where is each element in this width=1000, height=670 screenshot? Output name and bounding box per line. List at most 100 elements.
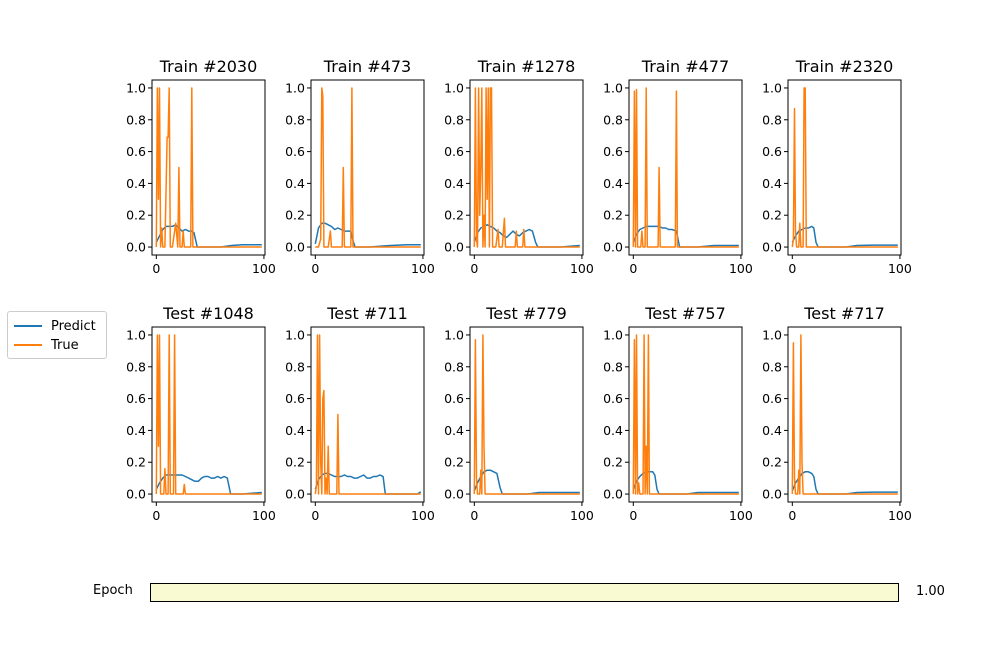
- panel-8-xtick-label: 100: [729, 508, 753, 523]
- panel-9-xtick-label: 100: [888, 508, 912, 523]
- legend-label-true: True: [51, 337, 79, 353]
- panel-4-ytick-label: 1.0: [762, 80, 782, 95]
- panel-1-ytick-label: 0.6: [285, 144, 305, 159]
- panel-3-ytick-label: 0.8: [603, 112, 623, 127]
- panel-3-ytick-label: 0.2: [603, 208, 623, 223]
- epoch-slider[interactable]: [150, 583, 899, 602]
- panel-2-axes-frame: [469, 79, 584, 256]
- panel-1-ytick-label: 0.2: [285, 208, 305, 223]
- panel-2-series-true-line: [473, 87, 580, 248]
- panel-8-ytick-label: 0.8: [603, 359, 623, 374]
- panel-7-ytick-label: 0.8: [444, 359, 464, 374]
- panel-1-ytick-label: 0.0: [285, 240, 305, 255]
- panel-0-xtick-label: 0: [152, 261, 160, 276]
- panel-0-ytick-label: 0.8: [126, 112, 146, 127]
- panel-6-title: Test #711: [326, 304, 408, 323]
- epoch-slider-value: 1.00: [916, 584, 945, 599]
- panel-2-xtick-label: 0: [470, 261, 478, 276]
- panel-3-series-predict-line: [632, 225, 739, 248]
- epoch-slider-label: Epoch: [93, 583, 133, 598]
- panel-5-ytick-label: 1.0: [126, 327, 146, 342]
- panel-6-ytick-label: 0.2: [285, 455, 305, 470]
- panel-8-axes-frame: [628, 326, 743, 503]
- panel-1-series-true-line: [315, 87, 421, 248]
- panel-6-ytick-label: 1.0: [285, 327, 305, 342]
- panel-7-ytick-label: 0.2: [444, 455, 464, 470]
- legend-swatch-true: [14, 344, 42, 346]
- panel-0-series-predict-line: [155, 224, 262, 248]
- panel-9-series-predict-line: [791, 471, 898, 495]
- panel-3-xtick-label: 100: [729, 261, 753, 276]
- epoch-slider-fill[interactable]: [151, 584, 898, 601]
- legend-label-predict: Predict: [51, 318, 96, 334]
- panel-1-ytick-label: 1.0: [285, 80, 305, 95]
- panel-0-ytick-label: 0.2: [126, 208, 146, 223]
- panel-0-series-true-line: [155, 87, 262, 248]
- panel-8-ytick-label: 0.6: [603, 391, 623, 406]
- panel-6-xtick-label: 100: [411, 508, 435, 523]
- panel-3-xtick-label: 0: [629, 261, 637, 276]
- panel-8-ytick-label: 1.0: [603, 327, 623, 342]
- panel-0-ytick-label: 0.6: [126, 144, 146, 159]
- panel-3-ytick-label: 0.0: [603, 240, 623, 255]
- panel-2-ytick-label: 0.8: [444, 112, 464, 127]
- panel-8-title: Test #757: [644, 304, 726, 323]
- panel-9-ytick-label: 1.0: [762, 327, 782, 342]
- panel-3-ytick-label: 1.0: [603, 80, 623, 95]
- panel-8-xtick-label: 0: [629, 508, 637, 523]
- panel-5-ytick-label: 0.6: [126, 391, 146, 406]
- panel-6-ytick-label: 0.8: [285, 359, 305, 374]
- panel-8-series-predict-line: [632, 471, 739, 495]
- panel-3-axes-frame: [628, 79, 743, 256]
- panel-6-ytick-label: 0.0: [285, 487, 305, 502]
- panel-4-ytick-label: 0.4: [762, 176, 782, 191]
- panel-4-series-predict-line: [791, 225, 898, 248]
- panel-9-title: Test #717: [803, 304, 885, 323]
- panel-3-series-true-line: [632, 87, 739, 248]
- panel-2-series-predict-line: [473, 224, 580, 248]
- panel-9-ytick-label: 0.0: [762, 487, 782, 502]
- panel-5-xtick-label: 0: [152, 508, 160, 523]
- panel-8-ytick-label: 0.0: [603, 487, 623, 502]
- panel-5-series-true-line: [155, 334, 262, 495]
- panel-4-title: Train #2320: [795, 57, 894, 76]
- panel-7-ytick-label: 0.0: [444, 487, 464, 502]
- panel-5-series-predict-line: [155, 474, 262, 495]
- panel-1-ytick-label: 0.8: [285, 112, 305, 127]
- legend-entry-predict: Predict: [14, 317, 96, 335]
- panel-9-axes-frame: [787, 326, 902, 503]
- panel-7-axes-frame: [469, 326, 584, 503]
- panel-4-ytick-label: 0.8: [762, 112, 782, 127]
- panel-4-xtick-label: 0: [788, 261, 796, 276]
- panel-2-ytick-label: 1.0: [444, 80, 464, 95]
- panel-5-ytick-label: 0.2: [126, 455, 146, 470]
- panel-5-xtick-label: 100: [252, 508, 276, 523]
- panel-7-ytick-label: 1.0: [444, 327, 464, 342]
- panel-6-series-predict-line: [314, 472, 422, 495]
- panel-0-ytick-label: 0.4: [126, 176, 146, 191]
- panel-2-title: Train #1278: [477, 57, 576, 76]
- panel-5-axes-frame: [151, 326, 266, 503]
- panel-6-ytick-label: 0.4: [285, 423, 305, 438]
- legend-swatch-predict: [14, 325, 42, 327]
- panel-0-xtick-label: 100: [252, 261, 276, 276]
- panel-4-ytick-label: 0.2: [762, 208, 782, 223]
- panel-3-ytick-label: 0.6: [603, 144, 623, 159]
- panel-7-title: Test #779: [485, 304, 567, 323]
- panel-0-ytick-label: 1.0: [126, 80, 146, 95]
- panel-8-ytick-label: 0.4: [603, 423, 623, 438]
- legend-entry-true: True: [14, 336, 79, 354]
- panel-9-series-true-line: [791, 334, 898, 495]
- panel-9-ytick-label: 0.6: [762, 391, 782, 406]
- panel-4-series-true-line: [791, 87, 898, 248]
- panel-2-ytick-label: 0.6: [444, 144, 464, 159]
- legend: Predict True: [7, 311, 107, 359]
- panel-6-series-true-line: [314, 334, 421, 495]
- panel-8-series-true-line: [632, 334, 739, 495]
- panel-4-xtick-label: 100: [888, 261, 912, 276]
- panel-0-title: Train #2030: [159, 57, 258, 76]
- panel-9-ytick-label: 0.2: [762, 455, 782, 470]
- panel-2-ytick-label: 0.0: [444, 240, 464, 255]
- panel-8-ytick-label: 0.2: [603, 455, 623, 470]
